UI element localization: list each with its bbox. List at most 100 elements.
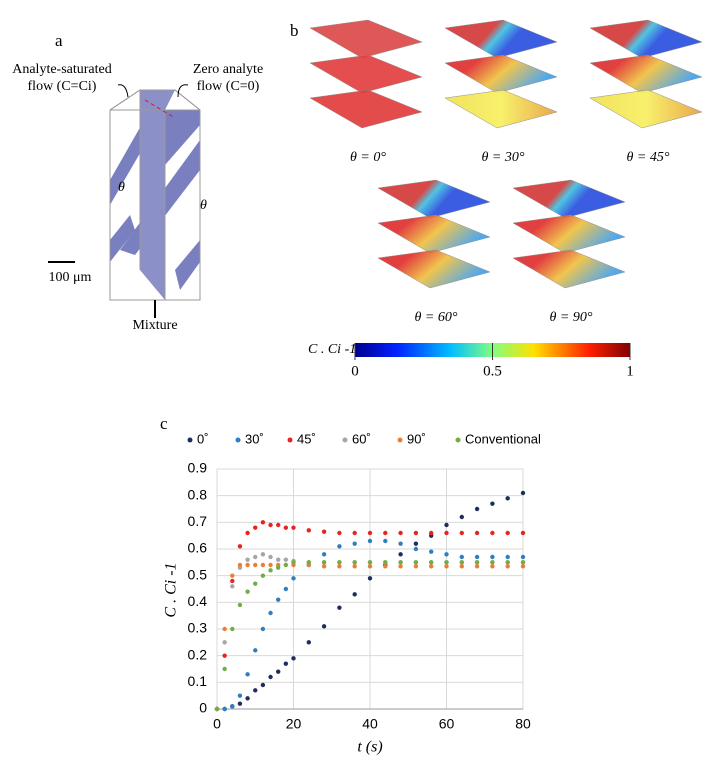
heatmap-plate — [589, 89, 703, 129]
legend-label: 30˚ — [245, 431, 264, 446]
data-point — [222, 666, 227, 672]
data-point — [306, 640, 311, 645]
data-point — [230, 573, 235, 578]
panel-label: b — [290, 21, 299, 40]
colorbar-tick-label: 0.5 — [483, 363, 502, 379]
data-point — [444, 564, 449, 569]
data-point — [306, 528, 311, 533]
data-point — [474, 530, 480, 536]
data-point — [268, 674, 273, 680]
data-point — [383, 530, 388, 536]
data-point — [520, 564, 526, 569]
data-point — [383, 560, 388, 565]
data-point — [291, 576, 296, 581]
y-tick-label: 0.2 — [188, 646, 208, 662]
data-point — [306, 560, 311, 565]
data-point — [398, 564, 403, 569]
data-point — [413, 564, 419, 569]
legend-marker — [455, 437, 461, 443]
data-point — [245, 562, 250, 568]
data-point — [459, 514, 464, 520]
data-point — [505, 564, 510, 569]
y-axis-label: C . Ci -1 — [163, 562, 180, 617]
data-point — [398, 541, 403, 546]
data-point — [276, 522, 281, 528]
y-tick-label: 0.9 — [188, 460, 208, 476]
y-tick-label: 0.5 — [188, 566, 208, 582]
data-point — [429, 560, 434, 565]
data-point — [505, 496, 510, 501]
data-point — [520, 490, 526, 496]
heatmap-plate — [309, 89, 423, 129]
data-point — [398, 530, 403, 536]
data-point — [321, 552, 327, 557]
inlet-label: flow (C=0) — [197, 79, 260, 94]
data-point — [222, 626, 227, 632]
data-point — [413, 530, 419, 536]
y-tick-label: 0.8 — [188, 486, 208, 502]
data-point — [321, 624, 327, 629]
data-point — [352, 541, 357, 546]
data-point — [237, 562, 243, 568]
legend-label: 60˚ — [352, 431, 371, 446]
data-point — [253, 648, 258, 653]
colorbar-tick-label: 0 — [351, 363, 359, 379]
data-point — [490, 560, 495, 565]
data-point — [490, 554, 495, 560]
data-point — [383, 538, 388, 544]
x-tick-label: 60 — [439, 716, 455, 732]
data-point — [413, 546, 419, 552]
angle-label: θ — [200, 198, 207, 213]
colorbar-label: C . Ci -1 — [308, 342, 356, 357]
heatmap-stacks — [309, 19, 703, 289]
heatmap-plate — [512, 214, 626, 254]
heatmap-plate — [377, 214, 491, 254]
data-point — [367, 560, 373, 565]
data-point — [505, 560, 510, 565]
data-point — [505, 554, 510, 560]
channel-diagram — [48, 84, 201, 318]
colorbar-tick-label: 1 — [626, 363, 634, 379]
data-point — [291, 560, 296, 565]
legend-marker — [187, 437, 193, 443]
heatmap-plate — [444, 89, 558, 129]
data-point — [222, 640, 227, 645]
data-point — [352, 592, 357, 597]
data-point — [268, 554, 273, 560]
data-point — [429, 564, 434, 569]
data-point — [276, 565, 281, 570]
data-point — [230, 626, 235, 632]
data-point — [367, 564, 373, 569]
data-point — [337, 605, 342, 610]
case-label: θ = 45° — [627, 150, 670, 165]
data-point — [245, 672, 250, 677]
data-point — [268, 610, 273, 616]
data-point — [490, 564, 495, 569]
data-point — [245, 589, 250, 594]
data-point — [260, 562, 266, 568]
inlet-label: Zero analyte — [193, 62, 263, 77]
case-label: θ = 90° — [550, 310, 593, 325]
data-point — [367, 576, 373, 581]
data-point — [321, 560, 327, 565]
heatmap-plate — [377, 179, 491, 219]
data-point — [283, 661, 289, 666]
x-tick-label: 40 — [362, 716, 378, 732]
legend-label: 0˚ — [197, 431, 209, 446]
legend-marker — [397, 437, 403, 443]
data-point — [268, 522, 273, 528]
y-tick-label: 0.3 — [188, 620, 208, 636]
data-point — [283, 562, 289, 568]
data-point — [321, 529, 327, 534]
heatmap-plate — [512, 179, 626, 219]
data-point — [260, 520, 266, 525]
data-point — [268, 562, 273, 568]
data-point — [260, 626, 266, 632]
heatmap-plate — [309, 54, 423, 94]
heatmap-plate — [444, 54, 558, 94]
y-tick-label: 0.1 — [188, 673, 208, 689]
data-point — [352, 530, 357, 536]
data-point — [222, 653, 227, 658]
data-point — [474, 506, 480, 512]
data-point — [337, 530, 342, 536]
